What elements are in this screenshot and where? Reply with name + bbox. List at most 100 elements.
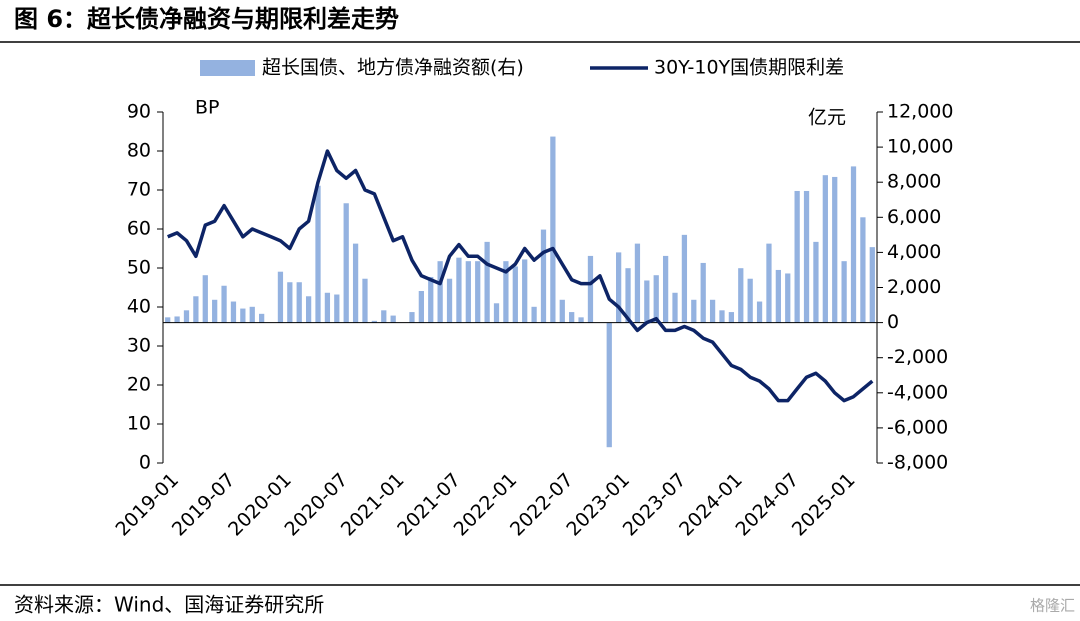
source: 资料来源：Wind、国海证券研究所 xyxy=(14,593,324,617)
watermark: 格隆汇 xyxy=(1030,597,1075,615)
bar xyxy=(503,261,509,323)
bar xyxy=(860,217,866,323)
bar xyxy=(343,203,349,323)
bar xyxy=(334,294,340,323)
bar xyxy=(371,320,378,323)
bar xyxy=(418,291,424,323)
bar xyxy=(822,175,828,323)
bar xyxy=(719,310,725,323)
bar xyxy=(785,273,791,323)
bar xyxy=(700,262,706,323)
bar xyxy=(493,303,500,323)
chart-title: 图 6：超长债净融资与期限利差走势 xyxy=(14,5,399,33)
bar xyxy=(465,261,471,323)
bar xyxy=(183,310,190,323)
bar xyxy=(653,275,659,323)
y2-tick-label: -4,000 xyxy=(887,381,948,403)
bar xyxy=(869,247,875,323)
bar xyxy=(738,268,744,323)
y2-tick-label: 10,000 xyxy=(887,136,953,158)
y2-tick-label: -8,000 xyxy=(887,452,948,474)
y-tick-label: 20 xyxy=(127,374,151,396)
y2-tick-label: 2,000 xyxy=(887,276,941,298)
line xyxy=(167,149,874,403)
bar xyxy=(484,241,490,323)
bar xyxy=(803,190,810,323)
bar xyxy=(437,261,443,323)
bar xyxy=(277,271,284,323)
y-tick-label: 90 xyxy=(127,101,151,123)
bar xyxy=(559,299,565,323)
bar xyxy=(775,269,781,323)
bar xyxy=(813,241,819,323)
bar xyxy=(315,185,321,323)
legend-label: 超长国债、地方债净融资额(右) xyxy=(262,57,524,79)
bar xyxy=(230,301,237,323)
bar xyxy=(625,268,631,323)
bar xyxy=(794,190,800,323)
bar xyxy=(728,312,735,323)
bar xyxy=(249,306,255,323)
y-tick-label: 0 xyxy=(139,452,151,474)
y2-tick-label: 6,000 xyxy=(887,206,941,228)
y2-tick-label: 0 xyxy=(887,311,899,333)
bar xyxy=(428,276,434,323)
y-tick-label: 80 xyxy=(127,140,151,162)
bar xyxy=(259,313,265,323)
bar xyxy=(409,312,415,323)
y-tick-label: 50 xyxy=(127,257,151,279)
y2-unit: 亿元 xyxy=(808,107,846,129)
y2-tick-label: 12,000 xyxy=(887,101,953,123)
bar xyxy=(193,296,199,323)
bar xyxy=(832,176,838,323)
bar xyxy=(475,261,481,323)
bar xyxy=(662,255,669,323)
bar xyxy=(672,292,678,323)
y-tick-label: 70 xyxy=(127,179,151,201)
bar xyxy=(202,275,208,323)
y2-tick-label: 8,000 xyxy=(887,171,941,193)
bar xyxy=(616,252,622,323)
bar xyxy=(174,316,180,323)
bar xyxy=(522,259,528,323)
bar xyxy=(747,278,753,323)
bar xyxy=(540,229,547,323)
bar xyxy=(709,299,716,323)
bar xyxy=(766,243,772,323)
bar xyxy=(531,306,537,323)
bar xyxy=(569,312,575,323)
bar xyxy=(456,257,462,323)
y-tick-label: 10 xyxy=(127,413,151,435)
bar xyxy=(221,285,227,323)
bar xyxy=(587,255,594,323)
bar xyxy=(390,315,396,323)
y2-tick-label: -6,000 xyxy=(887,416,948,438)
bar xyxy=(324,292,331,323)
bar xyxy=(841,261,847,323)
bar xyxy=(681,234,688,323)
bar xyxy=(381,310,387,323)
bar xyxy=(446,278,453,323)
bar xyxy=(850,166,857,323)
bar xyxy=(691,299,697,323)
y-tick-label: 60 xyxy=(127,218,151,240)
bar xyxy=(165,317,171,323)
y-tick-label: 30 xyxy=(127,335,151,357)
bar xyxy=(634,243,641,323)
bar xyxy=(644,280,650,323)
bar xyxy=(550,136,556,323)
bar xyxy=(352,243,359,323)
bar xyxy=(305,296,312,323)
x-tick-label: 2025-01 xyxy=(788,469,860,541)
bar xyxy=(362,278,368,323)
y-unit: BP xyxy=(195,97,220,119)
bar xyxy=(296,282,302,323)
y2-tick-label: -2,000 xyxy=(887,346,948,368)
bar xyxy=(287,282,293,323)
bar xyxy=(756,301,763,323)
legend-label: 30Y-10Y国债期限利差 xyxy=(654,57,844,79)
bar xyxy=(240,308,246,323)
bar xyxy=(512,266,518,323)
bar xyxy=(578,317,584,323)
